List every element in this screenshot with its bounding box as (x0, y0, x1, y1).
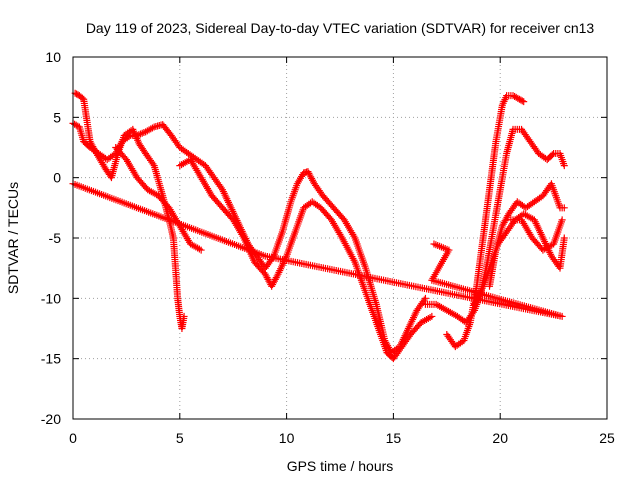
data-point (558, 216, 566, 224)
series-trace-f (443, 92, 528, 351)
data-point (140, 129, 148, 137)
x-tick-label: 10 (279, 430, 295, 446)
y-tick-label: 5 (53, 109, 61, 125)
data-point (217, 184, 225, 192)
data-point (72, 121, 80, 129)
data-point (548, 151, 556, 159)
series-isolated (69, 180, 566, 320)
data-point (420, 296, 428, 304)
data-point (149, 160, 157, 168)
chart-title: Day 119 of 2023, Sidereal Day-to-day VTE… (86, 20, 595, 36)
x-tick-label: 5 (176, 430, 184, 446)
data-point (560, 162, 568, 170)
data-point (560, 204, 568, 212)
plot-frame (72, 56, 608, 420)
data-point (428, 312, 436, 320)
data-point (520, 98, 528, 106)
y-tick-label: -20 (41, 411, 61, 427)
data-point (180, 312, 188, 320)
x-tick-label: 0 (69, 430, 77, 446)
y-axis-label: SDTVAR / TECUs (5, 182, 21, 294)
data-point (421, 294, 429, 302)
x-tick-label: 25 (599, 430, 615, 446)
y-tick-label: -5 (49, 230, 62, 246)
data-point (518, 97, 526, 105)
data-point (273, 272, 281, 280)
y-tick-label: -10 (41, 290, 61, 306)
x-tick-label: 15 (386, 430, 402, 446)
data-point (148, 124, 156, 132)
data-point (138, 129, 146, 137)
y-tick-label: -15 (41, 351, 61, 367)
data-point (136, 130, 144, 138)
series-trace-c (112, 144, 205, 254)
x-tick-label: 20 (492, 430, 508, 446)
series-trace-h (486, 180, 568, 290)
y-tick-label: 10 (45, 49, 61, 65)
series-trace-i (507, 216, 566, 254)
series-trace-d (176, 156, 436, 363)
data-point (197, 246, 205, 254)
data-marks (69, 89, 568, 363)
data-point (560, 234, 568, 242)
y-tick-label: 0 (53, 170, 61, 186)
data-point (92, 148, 100, 156)
x-axis-label: GPS time / hours (287, 458, 394, 474)
data-point (514, 94, 522, 102)
axis-ticks: 0 5 10 15 20 25 -20 -15 -10 -5 0 5 10 (41, 49, 615, 446)
